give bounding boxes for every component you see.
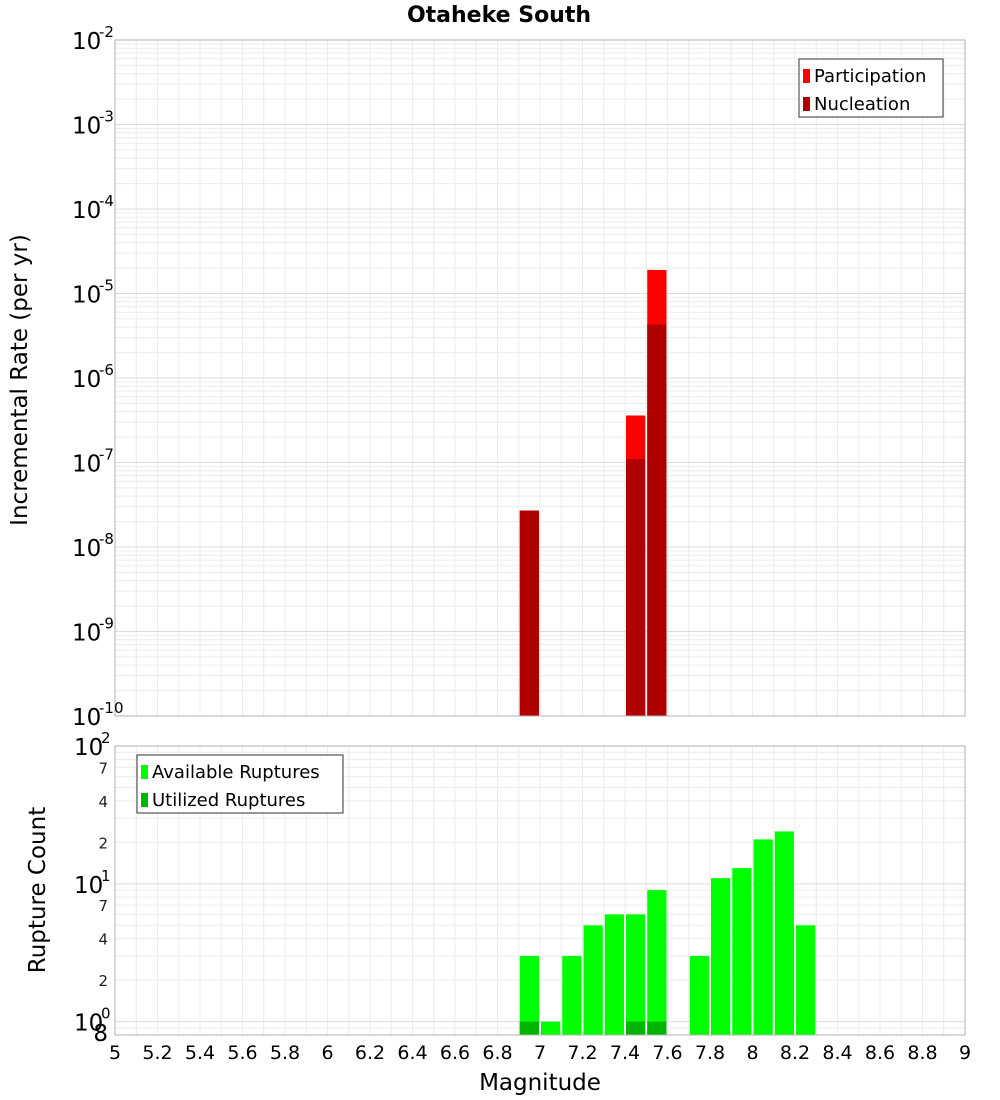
top-y-tick-exponent: -6 xyxy=(99,361,114,379)
x-tick-label: 9 xyxy=(959,1042,971,1064)
utilized-ruptures-bar xyxy=(647,1021,667,1035)
available-ruptures-bar xyxy=(711,878,731,1035)
available-ruptures-bar xyxy=(562,955,582,1035)
available-ruptures-bar xyxy=(647,890,667,1035)
x-tick-label: 5.6 xyxy=(227,1042,257,1064)
bottom-y-minor-tick-label: 2 xyxy=(98,972,108,990)
x-tick-label: 5 xyxy=(109,1042,121,1064)
top-plot-border xyxy=(114,39,966,717)
x-tick-label: 5.8 xyxy=(270,1042,300,1064)
top-y-tick-exponent: -9 xyxy=(99,615,114,633)
available-ruptures-bar xyxy=(519,955,539,1035)
top-legend-label: Participation xyxy=(814,66,926,87)
x-tick-label: 5.4 xyxy=(185,1042,215,1064)
top-y-tick-label: 10 xyxy=(72,536,101,562)
top-legend-swatch xyxy=(803,69,810,83)
available-ruptures-bar xyxy=(796,925,816,1035)
top-y-tick-exponent: -3 xyxy=(99,108,114,126)
bottom-y-tick-label: 10 xyxy=(74,735,103,761)
available-ruptures-bar xyxy=(583,925,603,1035)
available-ruptures-bar xyxy=(626,914,646,1035)
bottom-legend-label: Available Ruptures xyxy=(152,762,320,783)
top-y-tick-exponent: -4 xyxy=(99,192,114,210)
top-y-tick-label: 10 xyxy=(72,283,101,309)
x-tick-label: 7 xyxy=(534,1042,546,1064)
top-plot-panel: 10-210-310-410-510-610-710-810-910-10Par… xyxy=(72,23,966,731)
top-y-tick-label: 10 xyxy=(72,452,101,478)
chart-title: Otaheke South xyxy=(407,3,591,28)
nucleation-bar xyxy=(626,459,646,716)
utilized-ruptures-bar xyxy=(519,1021,539,1035)
top-y-tick-label: 10 xyxy=(72,114,101,140)
top-y-tick-label: 10 xyxy=(72,29,101,55)
bottom-legend-swatch xyxy=(141,765,148,779)
x-tick-label: 7.4 xyxy=(610,1042,640,1064)
bottom-y-tick-exponent: 1 xyxy=(101,867,111,885)
available-ruptures-bar xyxy=(774,831,794,1035)
x-tick-label: 7.6 xyxy=(652,1042,682,1064)
bottom-y-axis-label: Rupture Count xyxy=(25,807,51,973)
top-y-tick-label: 10 xyxy=(72,705,101,731)
x-tick-label: 5.2 xyxy=(142,1042,172,1064)
top-y-tick-exponent: -10 xyxy=(99,699,124,717)
x-tick-label: 6.2 xyxy=(355,1042,385,1064)
x-tick-label: 7.8 xyxy=(695,1042,725,1064)
bottom-y-tick-label: 10 xyxy=(74,873,103,899)
available-ruptures-bar xyxy=(689,955,709,1035)
x-tick-label: 8.2 xyxy=(780,1042,810,1064)
x-tick-label: 6.8 xyxy=(482,1042,512,1064)
top-y-tick-label: 10 xyxy=(72,367,101,393)
bottom-y-minor-tick-label: 2 xyxy=(98,834,108,852)
x-tick-label: 6.6 xyxy=(440,1042,470,1064)
top-legend-box xyxy=(798,58,944,118)
top-y-axis-label: Incremental Rate (per yr) xyxy=(7,234,33,526)
bottom-y-tick-exponent: 2 xyxy=(101,729,111,747)
nucleation-bar xyxy=(519,510,539,716)
nucleation-bar xyxy=(647,324,667,716)
bottom-y-minor-tick-label: 4 xyxy=(98,931,108,949)
top-y-tick-exponent: -8 xyxy=(99,530,114,548)
available-ruptures-bar xyxy=(732,868,752,1035)
x-tick-label: 6.4 xyxy=(397,1042,427,1064)
x-tick-label: 8 xyxy=(746,1042,758,1064)
top-y-tick-label: 10 xyxy=(72,621,101,647)
x-axis-label: Magnitude xyxy=(479,1070,601,1096)
top-legend-swatch xyxy=(803,97,810,111)
top-y-tick-exponent: -2 xyxy=(99,23,114,41)
bottom-y-minor-tick-label: 8 xyxy=(93,1021,108,1047)
bottom-plot-border xyxy=(114,745,966,1036)
available-ruptures-bar xyxy=(753,839,773,1035)
utilized-ruptures-bar xyxy=(626,1021,646,1035)
available-ruptures-bar xyxy=(604,914,624,1035)
top-y-tick-label: 10 xyxy=(72,198,101,224)
x-tick-label: 8.6 xyxy=(865,1042,895,1064)
bottom-y-tick-label: 10 xyxy=(74,1011,103,1037)
x-tick-label: 8.8 xyxy=(907,1042,937,1064)
bottom-legend-label: Utilized Ruptures xyxy=(152,790,305,811)
bottom-y-minor-tick-label: 7 xyxy=(98,897,108,915)
bottom-y-tick-exponent: 0 xyxy=(101,1005,111,1023)
top-y-tick-exponent: -7 xyxy=(99,446,114,464)
top-y-tick-exponent: -5 xyxy=(99,277,114,295)
top-legend-label: Nucleation xyxy=(814,94,910,115)
bottom-y-minor-tick-label: 4 xyxy=(98,793,108,811)
x-tick-label: 8.4 xyxy=(822,1042,852,1064)
x-tick-label: 6 xyxy=(321,1042,333,1064)
x-tick-label: 7.2 xyxy=(567,1042,597,1064)
bottom-y-minor-tick-label: 7 xyxy=(98,759,108,777)
bottom-legend-box xyxy=(136,754,344,814)
available-ruptures-bar xyxy=(541,1021,561,1035)
bottom-legend-swatch xyxy=(141,793,148,807)
